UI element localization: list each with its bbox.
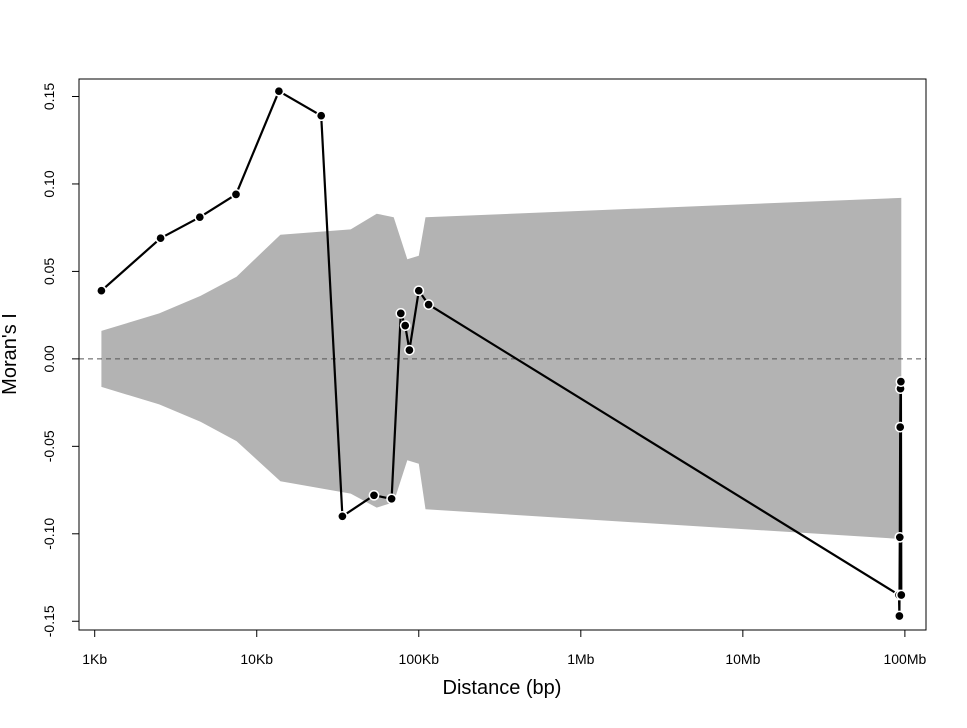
y-tick-label: 0.10 — [41, 170, 57, 197]
y-axis-title: Moran's I — [0, 313, 21, 395]
data-point — [894, 531, 906, 543]
x-axis-ticks: 1Kb 10Kb 100Kb 1Mb 10Mb 100Mb — [82, 630, 926, 667]
series-layer — [96, 85, 907, 622]
data-point — [423, 299, 434, 310]
data-point — [399, 320, 411, 331]
data-point — [894, 421, 906, 433]
data-point — [895, 589, 907, 601]
data-point — [315, 110, 327, 122]
plot-frame — [78, 78, 927, 631]
plot-frame-layer — [78, 78, 927, 631]
y-tick-label: -0.15 — [41, 605, 57, 637]
data-point — [386, 493, 397, 505]
x-axis-title: Distance (bp) — [443, 677, 562, 699]
x-tick-label: 10Kb — [240, 651, 273, 667]
confidence-envelope — [101, 197, 902, 539]
x-tick-label: 10Mb — [725, 651, 760, 667]
data-point — [337, 510, 348, 522]
data-point — [230, 189, 242, 200]
data-point — [155, 232, 166, 244]
data-point — [273, 85, 285, 97]
y-tick-label: 0.00 — [41, 345, 57, 372]
x-tick-label: 100Kb — [399, 651, 440, 667]
data-point — [413, 285, 425, 297]
data-point — [894, 610, 905, 622]
data-point — [194, 211, 206, 223]
data-point — [96, 285, 107, 297]
confidence-envelope-layer — [101, 197, 902, 539]
y-tick-label: 0.05 — [41, 258, 57, 285]
data-point — [404, 344, 415, 356]
data-point — [395, 308, 407, 319]
data-point — [368, 489, 380, 501]
y-tick-label: -0.10 — [41, 518, 57, 550]
y-tick-label: 0.15 — [41, 83, 57, 110]
x-tick-label: 100Mb — [883, 651, 926, 667]
y-axis-ticks: -0.15 -0.10 -0.05 0.00 0.05 0.10 0.15 — [41, 83, 79, 637]
x-tick-label: 1Mb — [567, 651, 594, 667]
y-tick-label: -0.05 — [41, 430, 57, 462]
x-tick-label: 1Kb — [82, 651, 107, 667]
data-point — [895, 376, 907, 387]
